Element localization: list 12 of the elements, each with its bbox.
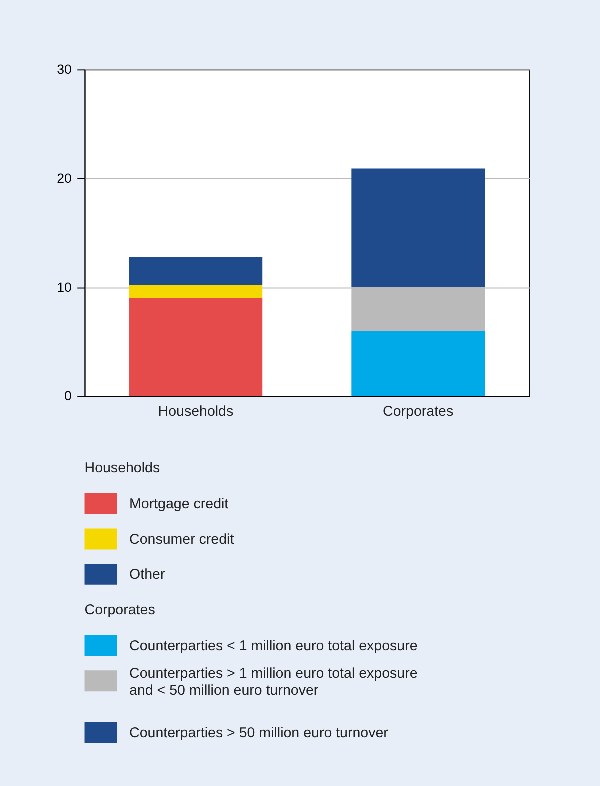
legend-label: Consumer credit — [130, 532, 234, 548]
y-tick-label: 0 — [64, 388, 72, 404]
y-tick-label: 30 — [57, 62, 72, 77]
y-tick-label: 10 — [57, 280, 72, 295]
legend-label: Counterparties > 50 million euro turnover — [130, 725, 389, 742]
legend-label: Counterparties > 1 million euro total exposure and < 50 million euro turnover — [130, 666, 418, 699]
legend-label: Counterparties < 1 million euro total exposure — [130, 638, 418, 655]
legend-label: Other — [130, 567, 166, 584]
text: Corporates — [84, 602, 156, 618]
y-tick-label: 20 — [57, 170, 72, 186]
legend-label: Mortgage credit — [130, 496, 229, 513]
text: Households — [84, 460, 160, 477]
